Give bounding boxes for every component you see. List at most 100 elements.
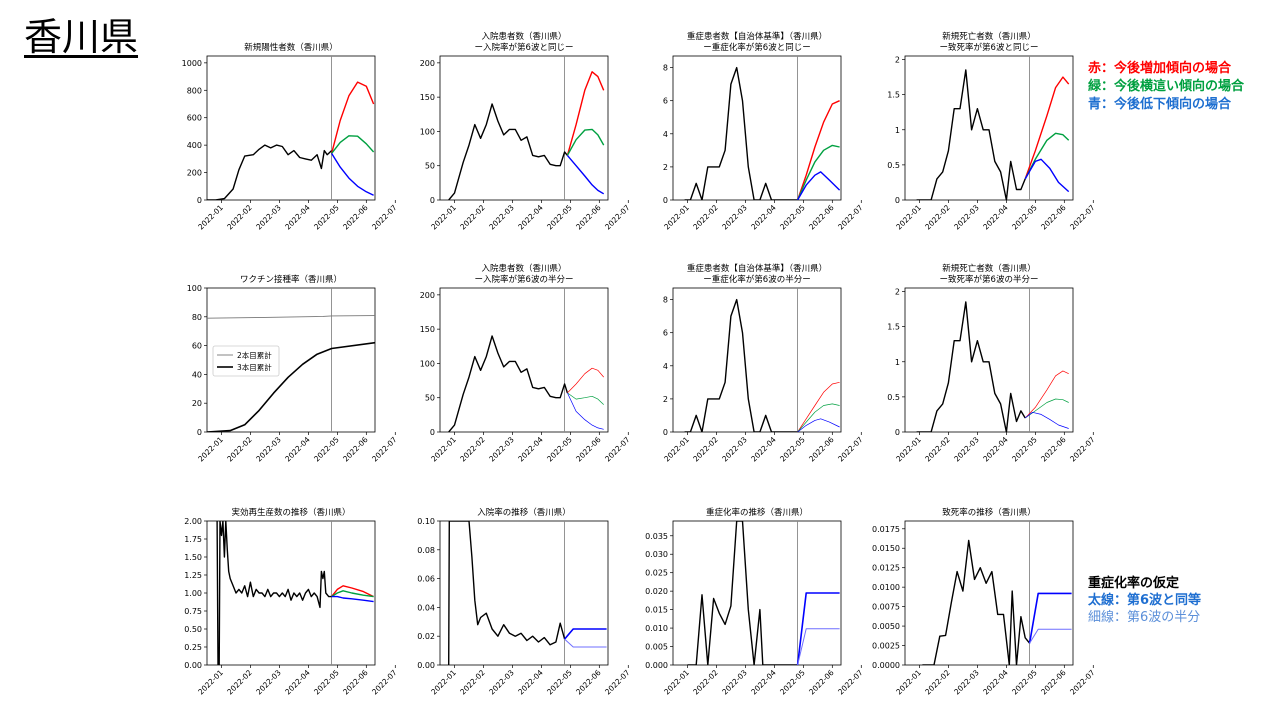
x-tick-label: 2022-03 xyxy=(720,668,749,697)
y-tick-label: 0.5 xyxy=(887,393,900,402)
forecast-up-line xyxy=(1024,370,1069,419)
y-tick-label: 2 xyxy=(663,395,668,404)
y-tick-label: 1.5 xyxy=(887,323,900,332)
chart-subtitle: ー入院率が第6波の半分ー xyxy=(475,274,574,285)
x-tick-label: 2022-07 xyxy=(370,435,399,464)
assumption-thick: 太線：第6波と同等 xyxy=(1088,593,1202,608)
y-tick-label: 1 xyxy=(895,358,900,367)
x-tick-label: 2022-05 xyxy=(1010,203,1039,232)
forecast-down-line xyxy=(331,153,374,196)
y-tick-label: 0.00 xyxy=(184,661,202,670)
y-tick-label: 0.0050 xyxy=(872,622,900,631)
x-tick-label: 2022-01 xyxy=(662,668,691,697)
x-tick-label: 2022-03 xyxy=(952,668,981,697)
x-tick-label: 2022-05 xyxy=(545,435,574,464)
assumption-thick-line xyxy=(796,592,840,665)
x-tick-label: 2022-06 xyxy=(807,668,836,697)
y-tick-label: 0.025 xyxy=(645,569,668,578)
y-tick-label: 6 xyxy=(663,97,668,106)
y-tick-label: 1.50 xyxy=(184,553,202,562)
actual-series-line xyxy=(216,521,332,665)
actual-series-line xyxy=(448,521,566,665)
actual-series-line xyxy=(684,298,798,432)
x-tick-label: 2022-05 xyxy=(312,203,341,232)
x-tick-label: 2022-03 xyxy=(720,203,749,232)
y-tick-label: 0.0075 xyxy=(872,603,900,612)
x-tick-label: 2022-01 xyxy=(429,435,458,464)
y-tick-label: 0 xyxy=(197,196,202,205)
y-tick-label: 0.0000 xyxy=(872,661,900,670)
x-tick-label: 2022-04 xyxy=(283,435,312,464)
page-title: 香川県 xyxy=(24,15,139,59)
y-tick-label: 1 xyxy=(895,126,900,135)
x-tick-label: 2022-07 xyxy=(603,435,632,464)
forecast-up-line xyxy=(330,81,375,154)
plot-frame xyxy=(904,520,1074,666)
x-tick-label: 2022-06 xyxy=(341,435,370,464)
y-tick-label: 0.005 xyxy=(645,643,668,652)
x-tick-label: 2022-03 xyxy=(487,203,516,232)
assumption-thick-line xyxy=(1028,592,1072,644)
forecast-down-line xyxy=(797,418,840,432)
y-tick-label: 1.75 xyxy=(184,535,202,544)
x-tick-label: 2022-04 xyxy=(981,668,1010,697)
x-tick-label: 2022-05 xyxy=(1010,435,1039,464)
x-tick-label: 2022-01 xyxy=(429,203,458,232)
chart-panel-3: 重症患者数【自治体基準】（香川県）ー重症化率が第6波と同じー 0 2 4 6 8 2022-… xyxy=(662,31,864,232)
y-tick-label: 4 xyxy=(663,130,668,139)
x-tick-label: 2022-07 xyxy=(370,203,399,232)
x-tick-label: 2022-01 xyxy=(894,668,923,697)
x-tick-label: 2022-03 xyxy=(254,668,283,697)
forecast-up-line xyxy=(797,381,840,432)
plot-frame xyxy=(206,55,376,201)
y-tick-label: 200 xyxy=(187,169,202,178)
actual-series-line xyxy=(687,521,798,665)
plot-frame xyxy=(439,287,609,433)
forecast-flat-line xyxy=(1024,132,1070,180)
severity-assumption-note: 重症化率の仮定 太線：第6波と同等 細線：第6波の半分 xyxy=(1088,575,1201,626)
chart-title: 重症患者数【自治体基準】（香川県） xyxy=(687,263,827,274)
chart-subtitle: ー致死率が第6波の半分ー xyxy=(940,274,1039,285)
plot-frame xyxy=(439,520,609,666)
y-tick-label: 80 xyxy=(192,313,202,322)
x-tick-label: 2022-07 xyxy=(836,668,865,697)
y-tick-label: 1.25 xyxy=(184,571,202,580)
x-tick-label: 2022-02 xyxy=(691,203,720,232)
forecast-flat-line xyxy=(566,128,605,156)
chart-title: 新規陽性者数（香川県） xyxy=(244,42,338,53)
x-tick-label: 2022-05 xyxy=(545,668,574,697)
chart-subtitle: ー重症化率が第6波と同じー xyxy=(703,42,810,53)
x-tick-label: 2022-01 xyxy=(196,435,225,464)
y-tick-label: 0.0100 xyxy=(872,583,900,592)
x-tick-label: 2022-07 xyxy=(1068,203,1097,232)
x-tick-label: 2022-05 xyxy=(545,203,574,232)
plot-frame xyxy=(672,520,842,666)
y-tick-label: 2 xyxy=(663,163,668,172)
actual-series-line xyxy=(684,66,798,200)
y-tick-label: 60 xyxy=(192,342,202,351)
y-tick-label: 0.06 xyxy=(417,575,435,584)
x-tick-label: 2022-03 xyxy=(487,668,516,697)
y-tick-label: 0 xyxy=(197,428,202,437)
y-tick-label: 50 xyxy=(425,394,435,403)
x-tick-label: 2022-06 xyxy=(807,203,836,232)
y-tick-label: 400 xyxy=(187,141,202,150)
x-tick-label: 2022-04 xyxy=(516,668,545,697)
x-tick-label: 2022-03 xyxy=(254,435,283,464)
x-tick-label: 2022-01 xyxy=(894,435,923,464)
forecast-down-line xyxy=(566,154,605,195)
y-tick-label: 0.000 xyxy=(645,661,668,670)
x-tick-label: 2022-02 xyxy=(691,435,720,464)
y-tick-label: 0.015 xyxy=(645,606,668,615)
actual-series-line xyxy=(448,103,568,200)
y-tick-label: 0.0150 xyxy=(872,544,900,553)
plot-frame xyxy=(672,287,842,433)
assumption-thin-line xyxy=(1029,628,1072,644)
x-tick-label: 2022-01 xyxy=(662,435,691,464)
y-tick-label: 0 xyxy=(663,428,668,437)
y-tick-label: 0.04 xyxy=(417,603,435,612)
x-tick-label: 2022-04 xyxy=(283,668,312,697)
chart-title: 新規死亡者数（香川県） xyxy=(942,31,1036,42)
